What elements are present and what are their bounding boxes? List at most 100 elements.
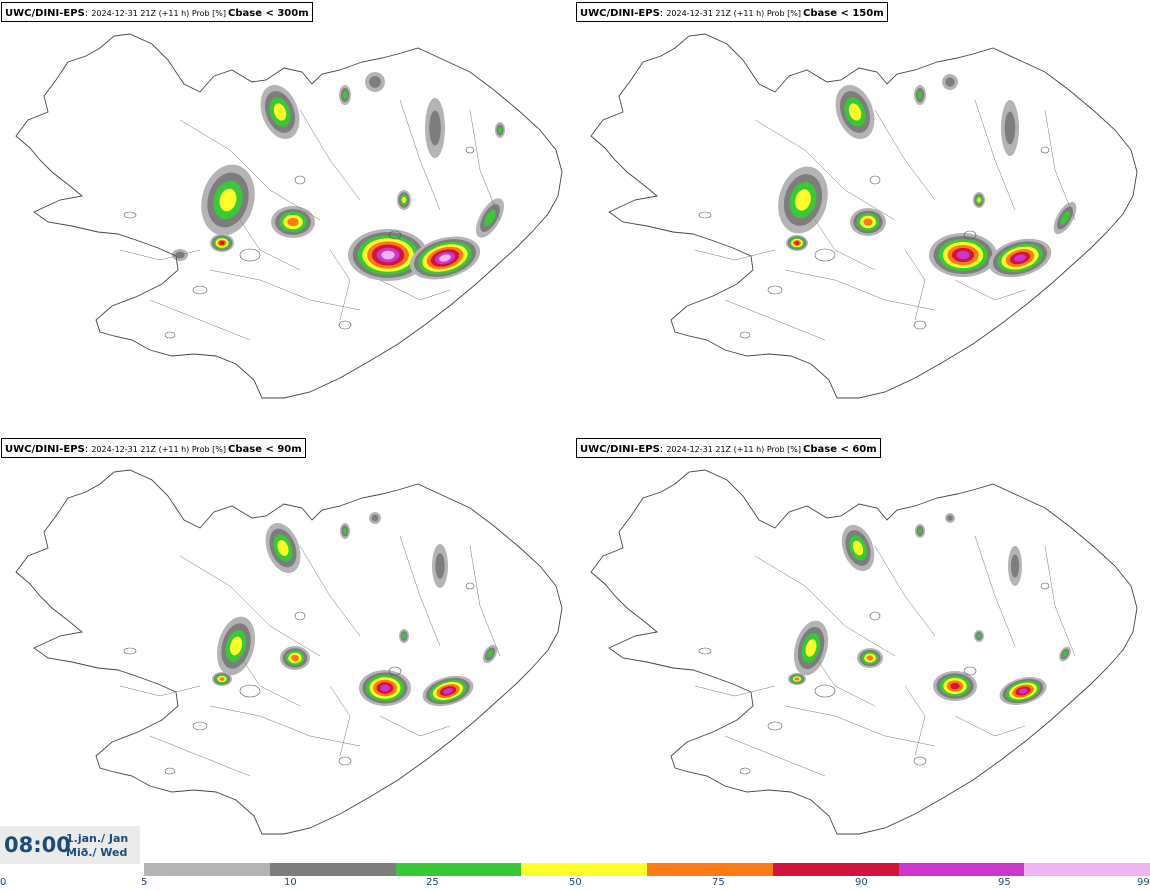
boundary-line (754, 555, 896, 657)
run-meta: 2024-12-31 21Z (+11 h) Prob [%] (666, 445, 802, 454)
boundary-line (329, 685, 351, 757)
colorbar-tick-label: 50 (569, 877, 582, 888)
lake-outline (239, 248, 261, 262)
boundary-line (814, 655, 876, 707)
iceland-map (15, 469, 563, 835)
panel-title: UWC/DINI-EPS: 2024-12-31 21Z (+11 h) Pro… (576, 438, 881, 458)
boundary-line (209, 705, 361, 747)
boundary-line (874, 109, 936, 201)
lake-outline (465, 582, 475, 590)
map-panel-cbase-300: UWC/DINI-EPS: 2024-12-31 21Z (+11 h) Pro… (0, 0, 575, 436)
boundary-line (754, 119, 896, 221)
boundary-line (119, 685, 201, 697)
boundary-line (149, 299, 251, 341)
lake-outline (192, 285, 208, 295)
iceland-map (590, 33, 1138, 399)
colorbar-tick-label: 90 (855, 877, 868, 888)
run-meta: 2024-12-31 21Z (+11 h) Prob [%] (91, 445, 227, 454)
boundary-line (974, 99, 1016, 211)
colorbar-tick-label: 10 (284, 877, 297, 888)
model-name: UWC/DINI-EPS (5, 8, 85, 19)
boundary-line (904, 685, 926, 757)
boundary-line (399, 535, 441, 647)
iceland-coastline (590, 33, 1138, 399)
colorbar-segment (395, 863, 522, 876)
boundary-line (179, 119, 321, 221)
boundary-line (379, 279, 451, 301)
lake-outline (294, 611, 306, 621)
panel-title: UWC/DINI-EPS: 2024-12-31 21Z (+11 h) Pro… (1, 2, 313, 22)
boundary-line (239, 219, 301, 271)
lake-outline (1040, 582, 1050, 590)
lake-outline (767, 285, 783, 295)
lake-outline (1040, 146, 1050, 154)
lake-outline (164, 767, 176, 775)
lake-outline (767, 721, 783, 731)
colorbar-segment (521, 863, 647, 876)
lake-outline (963, 230, 977, 240)
lake-outline (388, 230, 402, 240)
boundary-line (299, 109, 361, 201)
colorbar-tick-label: 95 (998, 877, 1011, 888)
boundary-line (299, 545, 361, 637)
run-meta: 2024-12-31 21Z (+11 h) Prob [%] (666, 9, 802, 18)
valid-time: 08:00 (4, 833, 71, 857)
valid-time-box: 08:00 1.jan./ Jan Mið./ Wed (0, 826, 140, 864)
boundary-line (149, 735, 251, 777)
lake-outline (814, 684, 836, 698)
boundary-line (974, 535, 1016, 647)
model-name: UWC/DINI-EPS (580, 444, 660, 455)
colorbar-ticks: 0 5 10 25 50 75 90 95 99 (0, 876, 1150, 891)
valid-date-line1: 1.jan./ Jan (66, 832, 129, 845)
colorbar-tick-label: 0 (0, 877, 7, 888)
lake-outline (869, 175, 881, 185)
lake-outline (913, 756, 927, 766)
colorbar-tick-label: 5 (141, 877, 148, 888)
lake-outline (123, 647, 137, 655)
boundary-line (179, 555, 321, 657)
iceland-coastline (15, 469, 563, 835)
colorbar-segment (647, 863, 773, 876)
iceland-coastline (15, 33, 563, 399)
boundary-line (904, 249, 926, 321)
boundary-line (329, 249, 351, 321)
boundary-line (874, 545, 936, 637)
parameter-label: Cbase < 60m (803, 444, 877, 455)
boundary-line (954, 715, 1026, 737)
panel-title: UWC/DINI-EPS: 2024-12-31 21Z (+11 h) Pro… (1, 438, 306, 458)
model-name: UWC/DINI-EPS (580, 8, 660, 19)
lake-outline (698, 211, 712, 219)
boundary-line (724, 735, 826, 777)
boundary-line (784, 269, 936, 311)
lake-outline (913, 320, 927, 330)
boundary-line (399, 99, 441, 211)
probability-field (778, 74, 1077, 278)
boundary-line (724, 299, 826, 341)
boundary-line (379, 715, 451, 737)
colorbar-tick-label: 75 (712, 877, 725, 888)
lake-outline (164, 331, 176, 339)
map-panel-cbase-150: UWC/DINI-EPS: 2024-12-31 21Z (+11 h) Pro… (575, 0, 1150, 436)
valid-date-line2: Mið./ Wed (66, 846, 128, 859)
boundary-line (694, 685, 776, 697)
lake-outline (869, 611, 881, 621)
colorbar-segment (1024, 863, 1150, 876)
boundary-line (784, 705, 936, 747)
boundary-line (239, 655, 301, 707)
boundary-line (119, 249, 201, 261)
run-meta: 2024-12-31 21Z (+11 h) Prob [%] (91, 9, 227, 18)
lake-outline (698, 647, 712, 655)
boundary-line (1044, 109, 1076, 221)
boundary-line (209, 269, 361, 311)
map-panel-cbase-90: UWC/DINI-EPS: 2024-12-31 21Z (+11 h) Pro… (0, 436, 575, 872)
colorbar-segment (144, 863, 270, 876)
lake-outline (123, 211, 137, 219)
parameter-label: Cbase < 150m (803, 8, 884, 19)
colorbar-segment (269, 863, 396, 876)
boundary-line (954, 279, 1026, 301)
iceland-map (15, 33, 563, 399)
iceland-map (590, 469, 1138, 835)
probability-field (172, 72, 505, 281)
boundary-line (1044, 545, 1076, 657)
boundary-line (814, 219, 876, 271)
